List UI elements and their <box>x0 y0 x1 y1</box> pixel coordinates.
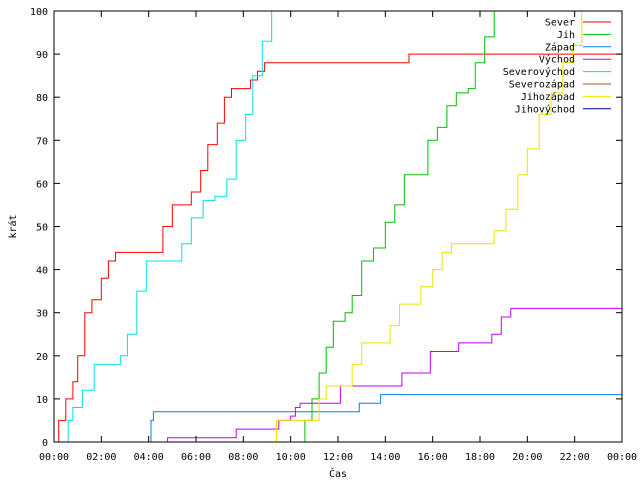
x-tick-label: 06:00 <box>181 452 211 463</box>
y-tick-label: 20 <box>36 352 48 363</box>
y-tick-label: 30 <box>36 309 48 320</box>
y-axis-title: krát <box>7 214 19 238</box>
y-tick-label: 90 <box>36 50 48 61</box>
x-tick-label: 02:00 <box>86 452 116 463</box>
y-tick-label: 80 <box>36 93 48 104</box>
x-tick-label: 10:00 <box>276 452 306 463</box>
series-layer <box>54 11 622 442</box>
y-tick-label: 60 <box>36 179 48 190</box>
y-tick-label: 100 <box>30 7 48 18</box>
series-line-7 <box>274 11 583 442</box>
series-line-4 <box>165 307 622 442</box>
legend: SeverJihZápadVýchodSeverovýchodSeverozáp… <box>503 18 611 115</box>
x-tick-label: 20:00 <box>512 452 542 463</box>
legend-label: Jih <box>557 30 575 41</box>
series-line-5 <box>63 11 273 442</box>
x-tick-label: 00:00 <box>39 452 69 463</box>
legend-label: Východ <box>539 54 575 66</box>
legend-label: Západ <box>545 41 575 53</box>
legend-label: Jihozápad <box>521 91 575 103</box>
x-tick-label: 18:00 <box>465 452 495 463</box>
y-tick-label: 50 <box>36 223 48 234</box>
series-line-3 <box>148 394 622 442</box>
x-tick-label: 00:00 <box>607 452 637 463</box>
series-line-2 <box>300 11 495 442</box>
ticks-layer: 00:00 02:00 04:00 06:00 08:00 10:00 12:00 14:00… <box>30 7 637 463</box>
x-tick-label: 14:00 <box>370 452 400 463</box>
x-tick-label: 12:00 <box>323 452 353 463</box>
series-line-1 <box>54 53 622 442</box>
y-tick-label: 10 <box>36 395 48 406</box>
legend-label: Jihovýchod <box>515 103 575 115</box>
x-tick-label: 16:00 <box>418 452 448 463</box>
x-tick-label: 04:00 <box>134 452 164 463</box>
y-tick-label: 40 <box>36 266 48 277</box>
x-tick-label: 22:00 <box>560 452 590 463</box>
x-axis-title: Čas <box>329 467 347 480</box>
x-tick-label: 08:00 <box>228 452 258 463</box>
legend-label: Severovýchod <box>503 66 575 78</box>
legend-label: Sever <box>545 18 575 29</box>
y-tick-label: 0 <box>42 438 48 449</box>
legend-label: Severozápad <box>509 79 575 91</box>
y-tick-label: 70 <box>36 136 48 147</box>
